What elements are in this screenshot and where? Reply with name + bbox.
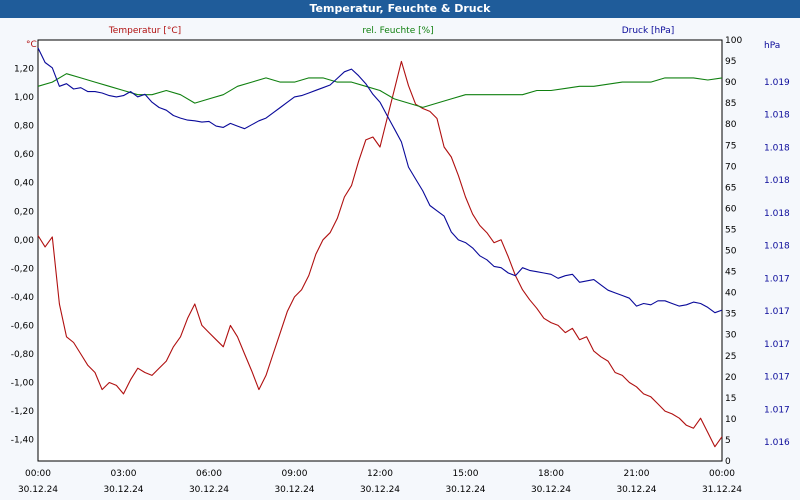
humidity-tick-label: 65	[725, 183, 736, 193]
chart-canvas: 1,20 1,00 0,80 0,60 0,40 0,20 0,00 -0,20 -0,40 -0…	[11, 26, 790, 495]
x-tick-time-label: 15:00	[453, 469, 479, 479]
temperature-tick-label: -1,20	[11, 407, 35, 417]
axis-labels: 1,20 1,00 0,80 0,60 0,40 0,20 0,00 -0,20 -0,40 -0…	[11, 26, 790, 495]
humidity-tick-label: 90	[725, 78, 737, 88]
pressure-tick-label: 1.018	[764, 176, 790, 186]
temperature-tick-label: -0,80	[11, 350, 35, 360]
temperature-axis-title: Temperatur [°C]	[108, 26, 181, 36]
temperature-tick-label: -1,40	[11, 436, 35, 446]
x-tick-time-label: 06:00	[196, 469, 222, 479]
temperature-tick-label: 0,20	[14, 207, 34, 217]
humidity-tick-label: 80	[725, 120, 737, 130]
pressure-tick-label: 1.019	[764, 78, 790, 88]
window-title: Temperatur, Feuchte & Druck	[0, 0, 800, 18]
x-tick-time-label: 21:00	[624, 469, 650, 479]
pressure-tick-label: 1.017	[764, 340, 790, 350]
plot-background	[37, 39, 723, 462]
x-tick-date-label: 31.12.24	[702, 485, 742, 495]
humidity-tick-label: 95	[725, 57, 736, 67]
humidity-tick-label: 15	[725, 394, 736, 404]
pressure-tick-label: 1.017	[764, 274, 790, 284]
x-tick-time-label: 00:00	[709, 469, 735, 479]
temperature-tick-label: -0,20	[11, 264, 35, 274]
temperature-tick-label: 1,00	[14, 93, 34, 103]
pressure-tick-label: 1.018	[764, 111, 790, 121]
humidity-tick-label: 60	[725, 204, 737, 214]
pressure-axis-title: Druck [hPa]	[622, 26, 675, 36]
x-tick-time-label: 09:00	[282, 469, 308, 479]
x-tick-date-label: 30.12.24	[360, 485, 400, 495]
temperature-tick-label: 0,60	[14, 150, 34, 160]
pressure-tick-label: 1.018	[764, 143, 790, 153]
series-line-humidity	[37, 73, 723, 108]
humidity-tick-label: 50	[725, 247, 737, 257]
pressure-tick-label: 1.017	[764, 405, 790, 415]
humidity-tick-label: 70	[725, 162, 737, 172]
x-tick-date-label: 30.12.24	[616, 485, 656, 495]
humidity-tick-label: 10	[725, 415, 737, 425]
temperature-tick-label: -1,00	[11, 379, 35, 389]
humidity-tick-label: 85	[725, 99, 736, 109]
plot-area-frame	[37, 39, 723, 462]
humidity-tick-label: 20	[725, 373, 737, 383]
humidity-tick-label: 25	[725, 352, 736, 362]
humidity-tick-label: 30	[725, 331, 737, 341]
temperature-tick-label: -0,40	[11, 293, 35, 303]
x-tick-date-label: 30.12.24	[274, 485, 314, 495]
pressure-unit-label: hPa	[764, 41, 780, 51]
pressure-tick-label: 1.017	[764, 307, 790, 317]
temperature-tick-label: 1,20	[14, 65, 34, 75]
pressure-tick-label: 1.016	[764, 438, 790, 448]
x-tick-time-label: 03:00	[111, 469, 137, 479]
x-tick-time-label: 00:00	[25, 469, 51, 479]
series-line-temperature	[37, 60, 723, 448]
series-line-pressure	[37, 47, 723, 314]
humidity-tick-label: 75	[725, 141, 736, 151]
pressure-tick-label: 1.017	[764, 373, 790, 383]
x-tick-time-label: 12:00	[367, 469, 393, 479]
humidity-tick-label: 100	[725, 36, 742, 46]
humidity-tick-label: 35	[725, 310, 736, 320]
humidity-axis-title: rel. Feuchte [%]	[362, 26, 433, 36]
humidity-tick-label: 55	[725, 225, 736, 235]
x-tick-date-label: 30.12.24	[189, 485, 229, 495]
x-tick-date-label: 30.12.24	[18, 485, 58, 495]
humidity-tick-label: 5	[725, 436, 731, 446]
humidity-tick-label: 0	[725, 457, 731, 467]
x-tick-date-label: 30.12.24	[103, 485, 143, 495]
temperature-tick-label: -0,60	[11, 321, 35, 331]
temperature-tick-label: 0,40	[14, 179, 34, 189]
pressure-tick-label: 1.018	[764, 242, 790, 252]
x-tick-date-label: 30.12.24	[445, 485, 485, 495]
temperature-tick-label: 0,80	[14, 122, 34, 132]
humidity-tick-label: 45	[725, 268, 736, 278]
x-tick-date-label: 30.12.24	[531, 485, 571, 495]
temperature-unit-label: °C	[26, 40, 37, 50]
x-tick-time-label: 18:00	[538, 469, 564, 479]
series-lines	[37, 47, 723, 448]
pressure-tick-label: 1.018	[764, 209, 790, 219]
humidity-tick-label: 40	[725, 289, 737, 299]
temperature-tick-label: 0,00	[14, 236, 34, 246]
